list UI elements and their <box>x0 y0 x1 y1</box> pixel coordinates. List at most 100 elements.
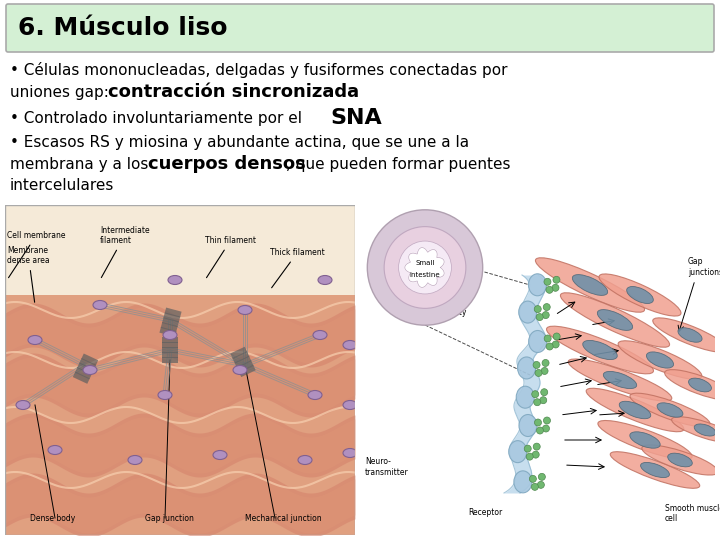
Ellipse shape <box>672 417 720 443</box>
Text: membrana y a los: membrana y a los <box>10 157 153 172</box>
Ellipse shape <box>688 378 711 392</box>
Bar <box>162 352 178 358</box>
Bar <box>73 372 90 384</box>
Circle shape <box>542 312 549 319</box>
Ellipse shape <box>168 275 182 285</box>
Circle shape <box>546 343 553 350</box>
Text: • Células mononucleadas, delgadas y fusiformes conectadas por: • Células mononucleadas, delgadas y fusi… <box>10 62 508 78</box>
Ellipse shape <box>519 415 537 436</box>
Ellipse shape <box>158 390 172 400</box>
Text: Gap
junctions: Gap junctions <box>688 257 720 276</box>
Ellipse shape <box>630 432 660 448</box>
Text: , que pueden formar puentes: , que pueden formar puentes <box>286 157 510 172</box>
Circle shape <box>553 276 560 284</box>
Circle shape <box>539 474 545 481</box>
Circle shape <box>543 303 550 310</box>
Text: intestine: intestine <box>410 272 441 278</box>
Circle shape <box>529 475 536 482</box>
Ellipse shape <box>213 450 227 460</box>
Circle shape <box>552 284 559 291</box>
Ellipse shape <box>48 446 62 455</box>
Circle shape <box>535 369 542 376</box>
Bar <box>237 360 253 373</box>
Circle shape <box>384 227 466 308</box>
Circle shape <box>542 425 549 432</box>
Ellipse shape <box>83 366 97 375</box>
Ellipse shape <box>611 451 700 488</box>
Bar <box>162 342 178 348</box>
Ellipse shape <box>568 359 672 401</box>
Ellipse shape <box>586 388 684 432</box>
Ellipse shape <box>318 275 332 285</box>
Bar <box>159 327 176 337</box>
FancyBboxPatch shape <box>6 4 714 52</box>
Bar <box>75 367 92 379</box>
Circle shape <box>367 210 482 325</box>
Circle shape <box>541 389 548 396</box>
Text: intercelulares: intercelulares <box>10 179 114 193</box>
Circle shape <box>534 419 541 426</box>
Ellipse shape <box>599 274 681 316</box>
Bar <box>5 205 355 295</box>
Ellipse shape <box>308 390 322 400</box>
Ellipse shape <box>572 275 608 295</box>
Text: Autonomic
neuron
varicosity: Autonomic neuron varicosity <box>430 287 471 317</box>
Ellipse shape <box>618 341 702 379</box>
Circle shape <box>533 361 540 368</box>
Ellipse shape <box>516 386 534 408</box>
Circle shape <box>526 453 534 460</box>
Ellipse shape <box>313 330 327 340</box>
Text: contracción sincronizada: contracción sincronizada <box>108 83 359 101</box>
Circle shape <box>544 278 551 285</box>
Ellipse shape <box>528 330 546 353</box>
Ellipse shape <box>93 300 107 309</box>
Ellipse shape <box>238 306 252 314</box>
Circle shape <box>534 306 541 313</box>
Ellipse shape <box>536 258 644 312</box>
Ellipse shape <box>641 462 670 477</box>
Ellipse shape <box>647 352 674 368</box>
Ellipse shape <box>343 341 357 349</box>
Ellipse shape <box>630 393 710 427</box>
Ellipse shape <box>343 401 357 409</box>
Ellipse shape <box>603 372 636 389</box>
Ellipse shape <box>598 421 692 460</box>
Circle shape <box>544 335 552 342</box>
Ellipse shape <box>528 274 546 296</box>
Ellipse shape <box>28 335 42 345</box>
Ellipse shape <box>514 471 532 493</box>
Ellipse shape <box>546 326 654 374</box>
Bar <box>239 365 256 377</box>
Circle shape <box>544 417 551 424</box>
Text: Intermediate
filament: Intermediate filament <box>100 226 150 278</box>
Polygon shape <box>405 247 444 287</box>
Circle shape <box>552 341 559 348</box>
Ellipse shape <box>233 366 247 375</box>
Ellipse shape <box>598 309 633 330</box>
Ellipse shape <box>16 401 30 409</box>
Text: Smooth muscle
cell: Smooth muscle cell <box>665 504 720 523</box>
Ellipse shape <box>665 370 720 400</box>
Ellipse shape <box>518 301 536 323</box>
Ellipse shape <box>694 424 716 436</box>
Bar <box>161 322 178 332</box>
Ellipse shape <box>509 441 527 463</box>
Bar <box>81 354 98 366</box>
Circle shape <box>546 286 553 293</box>
Bar <box>163 312 180 322</box>
Circle shape <box>553 333 560 340</box>
Ellipse shape <box>128 456 142 464</box>
Text: Dense body: Dense body <box>30 514 76 523</box>
Circle shape <box>540 397 546 404</box>
Circle shape <box>534 443 540 450</box>
Text: Gap junction: Gap junction <box>145 514 194 523</box>
Text: Small: Small <box>415 260 435 266</box>
Ellipse shape <box>657 403 683 417</box>
Text: SNA: SNA <box>330 108 382 128</box>
Ellipse shape <box>653 318 720 352</box>
Ellipse shape <box>626 287 653 303</box>
Circle shape <box>537 481 544 488</box>
Ellipse shape <box>619 401 651 418</box>
Text: Membrane
dense area: Membrane dense area <box>7 246 50 302</box>
Text: • Controlado involuntariamente por el: • Controlado involuntariamente por el <box>10 111 307 125</box>
